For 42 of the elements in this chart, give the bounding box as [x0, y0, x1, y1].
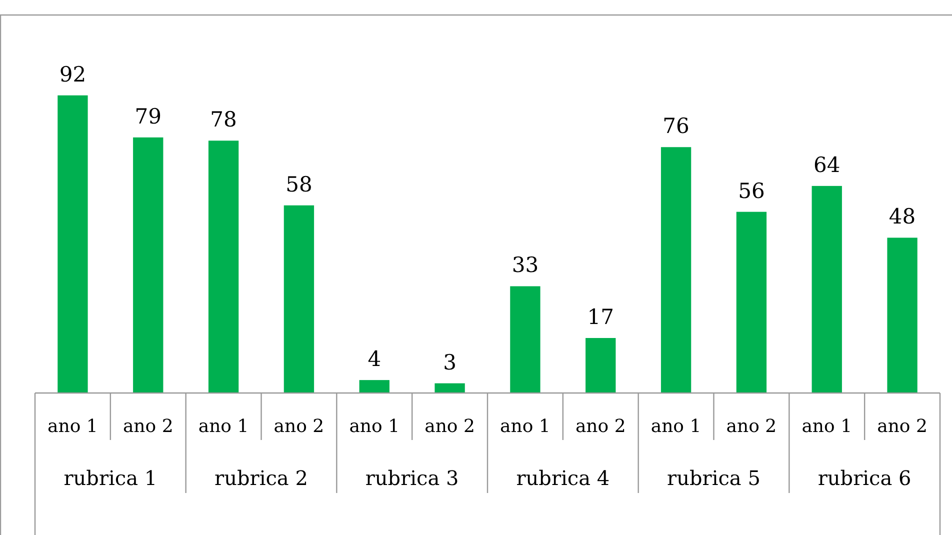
bar: [208, 140, 239, 393]
text: rubrica 1: [64, 466, 158, 490]
data-label: 76: [662, 114, 690, 138]
data-label: 92: [59, 62, 86, 86]
text: rubrica 6: [818, 466, 912, 490]
data-label: 58: [286, 172, 312, 196]
bar: [586, 338, 616, 393]
x-tick-label: ano 2: [726, 416, 777, 437]
x-tick-label: ano 2: [424, 416, 475, 437]
bar: [887, 238, 918, 393]
bar: [133, 137, 164, 393]
data-label: 48: [888, 204, 916, 229]
data-label: 17: [587, 305, 614, 329]
data-label: 78: [210, 108, 237, 132]
data-label: 79: [134, 104, 162, 128]
data-label: 4: [368, 347, 382, 372]
x-tick-label: ano 2: [122, 416, 174, 437]
bar: [58, 95, 88, 393]
text: rubrica 5: [667, 466, 760, 490]
bar: [284, 205, 314, 393]
bar: [510, 286, 540, 393]
bar: [736, 212, 767, 393]
data-label: 64: [814, 152, 840, 177]
data-label: 33: [512, 253, 539, 278]
bar: [812, 186, 842, 393]
x-tick-label: ano 1: [650, 416, 702, 437]
x-tick-label: ano 1: [198, 416, 249, 437]
data-label: 3: [443, 350, 456, 374]
data-label: 56: [738, 178, 765, 203]
x-tick-label: ano 1: [349, 416, 400, 437]
bar: [660, 147, 692, 393]
bar: [359, 380, 390, 393]
x-tick-label: ano 1: [802, 416, 852, 437]
x-tick-label: ano 2: [575, 416, 626, 437]
x-tick-label: ano 1: [48, 416, 98, 437]
text: rubrica 3: [365, 466, 459, 490]
text: rubrica 2: [214, 466, 308, 490]
x-tick-label: ano 2: [877, 416, 928, 437]
bar: [434, 383, 465, 393]
x-tick-label: ano 1: [500, 416, 550, 437]
text: rubrica 4: [516, 466, 610, 490]
x-tick-label: ano 2: [274, 416, 324, 437]
